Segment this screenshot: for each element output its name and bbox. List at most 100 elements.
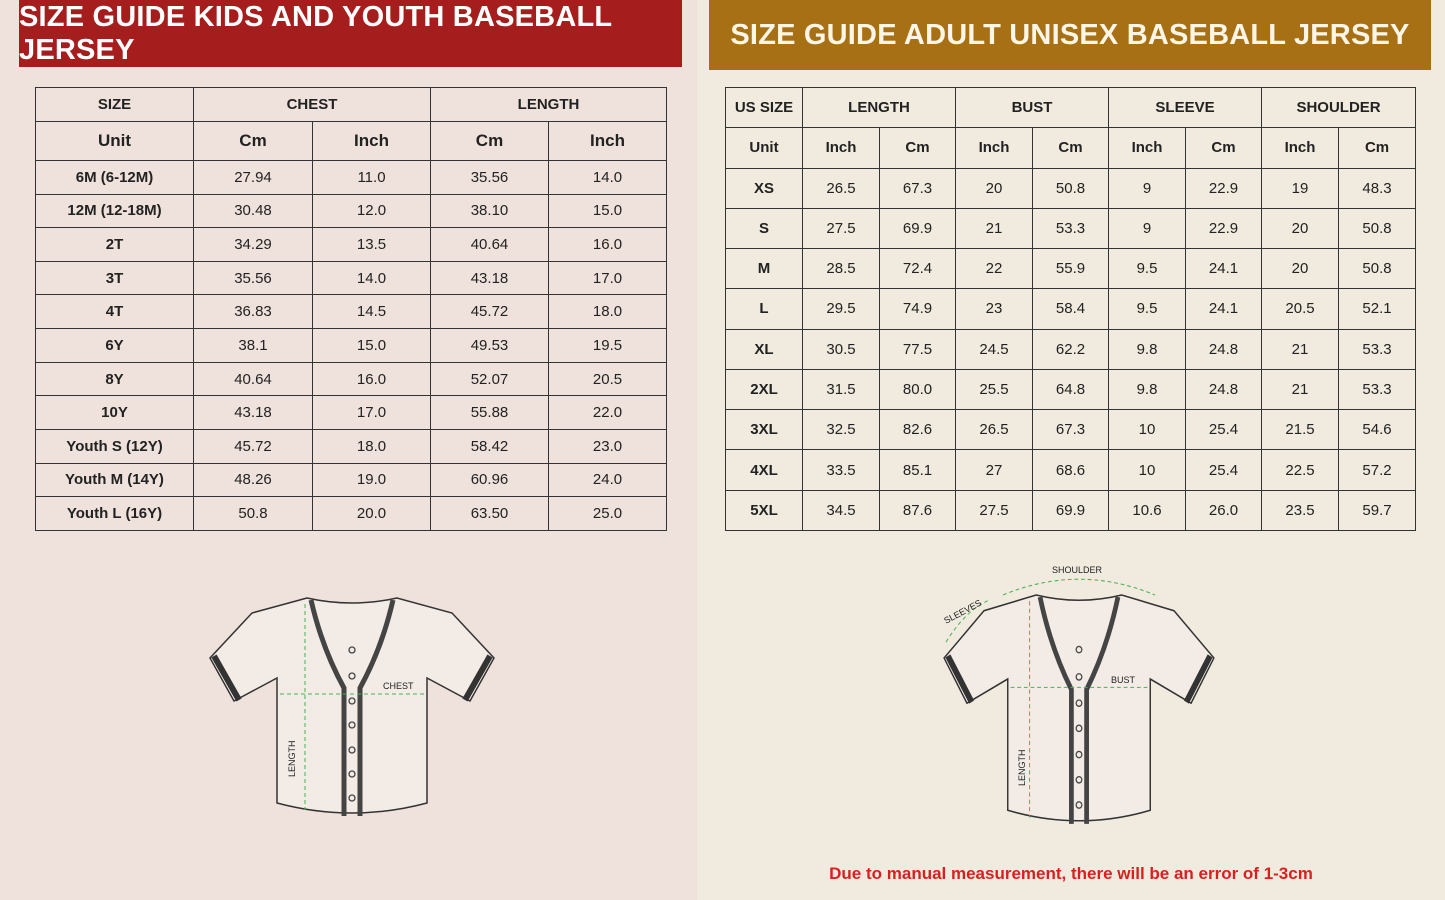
size-cell: XL	[725, 328, 803, 370]
value-cell: 24.1	[1185, 288, 1263, 330]
measurement-note: Due to manual measurement, there will be…	[829, 864, 1313, 883]
value-cell: 23.0	[547, 429, 668, 464]
table-row: 6Y 38.1 15.0 49.53 19.5	[35, 328, 668, 363]
value-cell: 16.0	[312, 361, 431, 397]
value-cell: 53.3	[1032, 207, 1110, 250]
value-cell: 31.5	[802, 368, 880, 411]
kids-size-table: SIZE CHEST LENGTH Unit Cm Inch Cm Inch 6M (6-12M…	[35, 87, 668, 531]
table-row: US SIZE LENGTH BUST SLEEVE SHOULDER	[725, 86, 1417, 129]
bust-label: BUST	[1111, 675, 1136, 685]
value-cell: 23.5	[1261, 489, 1340, 532]
right-title: SIZE GUIDE ADULT UNISEX BASEBALL JERSEY	[709, 0, 1431, 70]
unit-header: Unit	[725, 127, 803, 169]
value-cell: 27.94	[193, 159, 313, 195]
table-row: 5XL 34.5 87.6 27.5 69.9 10.6 26.0 23.5 59.7	[725, 489, 1417, 532]
value-cell: 20	[1261, 207, 1340, 250]
value-cell: 21	[955, 207, 1034, 250]
value-cell: 17.0	[312, 395, 431, 431]
value-cell: 53.3	[1338, 328, 1417, 370]
size-cell: 10Y	[35, 395, 194, 431]
value-cell: 25.4	[1185, 409, 1263, 451]
table-row: 3T 35.56 14.0 43.18 17.0	[35, 260, 668, 296]
value-cell: 32.5	[802, 409, 880, 451]
value-cell: 85.1	[878, 449, 957, 491]
value-cell: 21	[1261, 328, 1340, 370]
value-cell: 9.5	[1108, 248, 1187, 290]
value-cell: 38.10	[430, 193, 549, 229]
value-cell: 77.5	[878, 328, 957, 370]
value-cell: 27.5	[955, 489, 1034, 532]
table-row: 3XL 32.5 82.6 26.5 67.3 10 25.4 21.5 54.6	[725, 409, 1417, 451]
table-row: Youth L (16Y) 50.8 20.0 63.50 25.0	[35, 496, 668, 531]
value-cell: 40.64	[193, 361, 313, 397]
value-cell: 24.8	[1185, 368, 1263, 411]
value-cell: 25.5	[955, 368, 1034, 411]
value-cell: 9.8	[1108, 368, 1187, 411]
size-cell: 4T	[35, 294, 194, 330]
shoulder-label: SHOULDER	[1052, 565, 1103, 575]
unit-header: Inch	[802, 127, 880, 169]
unit-header: Cm	[193, 120, 313, 161]
unit-header: Inch	[955, 127, 1034, 169]
adult-jersey	[944, 578, 1214, 824]
table-row: 12M (12-18M) 30.48 12.0 38.10 15.0	[35, 193, 668, 229]
value-cell: 52.1	[1338, 288, 1417, 330]
unit-header: Cm	[430, 120, 549, 161]
unit-header: Cm	[1338, 127, 1417, 169]
value-cell: 69.9	[1032, 489, 1110, 532]
value-cell: 52.07	[430, 361, 549, 397]
size-cell: 3T	[35, 260, 194, 296]
table-row: 6M (6-12M) 27.94 11.0 35.56 14.0	[35, 159, 668, 195]
value-cell: 9.8	[1108, 328, 1187, 370]
value-cell: 16.0	[547, 227, 668, 262]
value-cell: 25.4	[1185, 449, 1263, 491]
value-cell: 34.5	[802, 489, 880, 532]
value-cell: 59.7	[1338, 489, 1417, 532]
value-cell: 14.0	[547, 159, 668, 195]
table-row: 2T 34.29 13.5 40.64 16.0	[35, 227, 668, 262]
value-cell: 55.88	[430, 395, 549, 431]
value-cell: 29.5	[802, 288, 880, 330]
table-row: Youth M (14Y) 48.26 19.0 60.96 24.0	[35, 462, 668, 498]
value-cell: 10	[1108, 449, 1187, 491]
value-cell: 57.2	[1338, 449, 1417, 491]
unit-header: Unit	[35, 120, 194, 161]
value-cell: 64.8	[1032, 368, 1110, 411]
unit-header: Inch	[547, 120, 668, 161]
table-row: Unit Cm Inch Cm Inch	[35, 120, 668, 161]
group-header: SLEEVE	[1108, 86, 1263, 129]
value-cell: 26.5	[955, 409, 1034, 451]
table-row: 8Y 40.64 16.0 52.07 20.5	[35, 361, 668, 397]
adult-size-table: US SIZE LENGTH BUST SLEEVE SHOULDER Unit Inch C…	[725, 86, 1417, 532]
group-header: US SIZE	[725, 86, 803, 129]
value-cell: 15.0	[312, 328, 431, 363]
value-cell: 67.3	[1032, 409, 1110, 451]
table-row: 10Y 43.18 17.0 55.88 22.0	[35, 395, 668, 431]
unit-header: Inch	[312, 120, 431, 161]
value-cell: 19	[1261, 167, 1340, 209]
value-cell: 10.6	[1108, 489, 1187, 532]
table-row: XL 30.5 77.5 24.5 62.2 9.8 24.8 21 53.3	[725, 328, 1417, 370]
value-cell: 24.5	[955, 328, 1034, 370]
value-cell: 23	[955, 288, 1034, 330]
value-cell: 43.18	[430, 260, 549, 296]
size-cell: 8Y	[35, 361, 194, 397]
value-cell: 9.5	[1108, 288, 1187, 330]
value-cell: 11.0	[312, 159, 431, 195]
value-cell: 12.0	[312, 193, 431, 229]
value-cell: 14.0	[312, 260, 431, 296]
table-row: 4XL 33.5 85.1 27 68.6 10 25.4 22.5 57.2	[725, 449, 1417, 491]
value-cell: 22.0	[547, 395, 668, 431]
value-cell: 20	[1261, 248, 1340, 290]
size-cell: 5XL	[725, 489, 803, 532]
value-cell: 60.96	[430, 462, 549, 498]
value-cell: 87.6	[878, 489, 957, 532]
value-cell: 10	[1108, 409, 1187, 451]
value-cell: 20.0	[312, 496, 431, 531]
value-cell: 9	[1108, 167, 1187, 209]
value-cell: 18.0	[312, 429, 431, 464]
value-cell: 63.50	[430, 496, 549, 531]
group-header: LENGTH	[429, 87, 668, 122]
